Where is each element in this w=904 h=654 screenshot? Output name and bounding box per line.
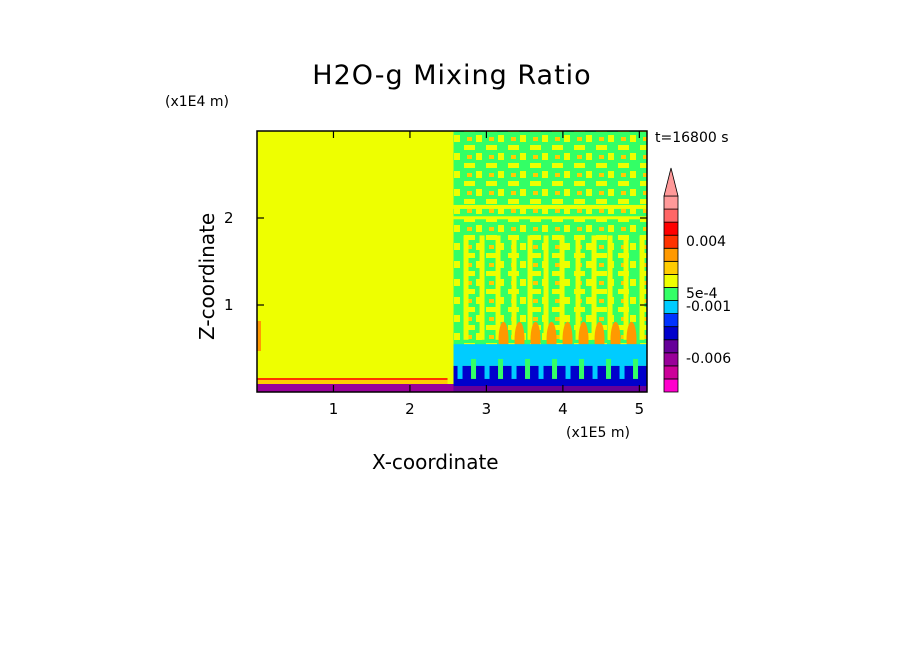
field-streak — [527, 235, 533, 340]
plot-axes — [256, 130, 648, 393]
colorbar-segment — [663, 339, 679, 354]
field-streak — [479, 235, 485, 340]
x-tick-label: 3 — [481, 400, 492, 418]
colorbar-segment — [663, 365, 679, 380]
colorbar-segment — [663, 273, 679, 288]
colorbar-segment — [663, 352, 679, 367]
field-left-boundary — [257, 378, 448, 380]
chart-title: H2O-g Mixing Ratio — [312, 60, 592, 91]
time-label: t=16800 s — [655, 130, 729, 146]
field-surface-streak — [525, 358, 531, 379]
field-streak — [511, 235, 517, 340]
field-surface-streak — [619, 358, 625, 379]
colorbar-segment — [663, 260, 679, 275]
colorbar-segment — [663, 234, 679, 249]
heatmap-field — [257, 131, 647, 392]
colorbar-label: -0.001 — [686, 299, 732, 316]
colorbar-segment — [663, 378, 679, 393]
field-band-lower — [453, 216, 647, 220]
field-right-bottom — [453, 386, 647, 392]
field-left-region — [257, 131, 454, 392]
field-streak — [559, 235, 565, 340]
x-tick-label: 4 — [558, 400, 568, 418]
field-surface-streak — [511, 358, 517, 379]
field-streak — [591, 235, 597, 340]
x-axis-title: X-coordinate — [372, 450, 499, 474]
field-surface-streak — [552, 358, 558, 379]
colorbar — [663, 167, 679, 393]
colorbar-segment — [663, 208, 679, 223]
field-streak — [463, 235, 469, 340]
colorbar-extension — [663, 167, 679, 197]
field-surface-streak — [498, 358, 504, 379]
colorbar-label: 5e-4 — [686, 286, 718, 302]
field-cyan-layer — [453, 344, 647, 366]
field-surface-streak — [579, 358, 585, 379]
field-streak — [639, 235, 645, 340]
x-tick-label: 2 — [405, 400, 415, 418]
field-surface-streak — [565, 358, 571, 379]
field-surface-streak — [633, 358, 639, 379]
field-left-edge — [257, 321, 261, 351]
field-streak — [575, 235, 581, 340]
x-tick-label: 5 — [634, 400, 645, 418]
colorbar-label: 0.004 — [686, 233, 727, 250]
field-streak — [495, 235, 501, 340]
field-surface-streak — [592, 358, 598, 379]
field-streak — [623, 235, 629, 340]
y-tick-label: 2 — [224, 209, 234, 227]
x-axis-multiplier: (x1E5 m) — [566, 425, 630, 441]
field-surface-streak — [484, 358, 490, 379]
field-surface-streak — [471, 358, 477, 379]
field-streak — [607, 235, 613, 340]
colorbar-segment — [663, 195, 679, 210]
field-left-bottom — [257, 384, 454, 392]
plot-frame — [256, 130, 648, 393]
field-surface-streak — [457, 358, 463, 379]
colorbar-segment — [663, 313, 679, 328]
y-tick-label: 1 — [224, 296, 234, 314]
field-surface-streak — [538, 358, 544, 379]
field-streak — [543, 235, 549, 340]
colorbar-segment — [663, 221, 679, 236]
colorbar-segment — [663, 326, 679, 341]
x-tick-label: 1 — [328, 400, 339, 418]
y-axis-multiplier: (x1E4 m) — [165, 94, 229, 110]
field-band-upper — [453, 204, 647, 209]
colorbar-label: -0.006 — [686, 351, 732, 368]
field-left-layer — [257, 380, 448, 384]
colorbar-segment — [663, 287, 679, 301]
colorbar-segment — [663, 247, 679, 262]
colorbar-segment — [663, 300, 679, 314]
field-surface-streak — [606, 358, 612, 379]
